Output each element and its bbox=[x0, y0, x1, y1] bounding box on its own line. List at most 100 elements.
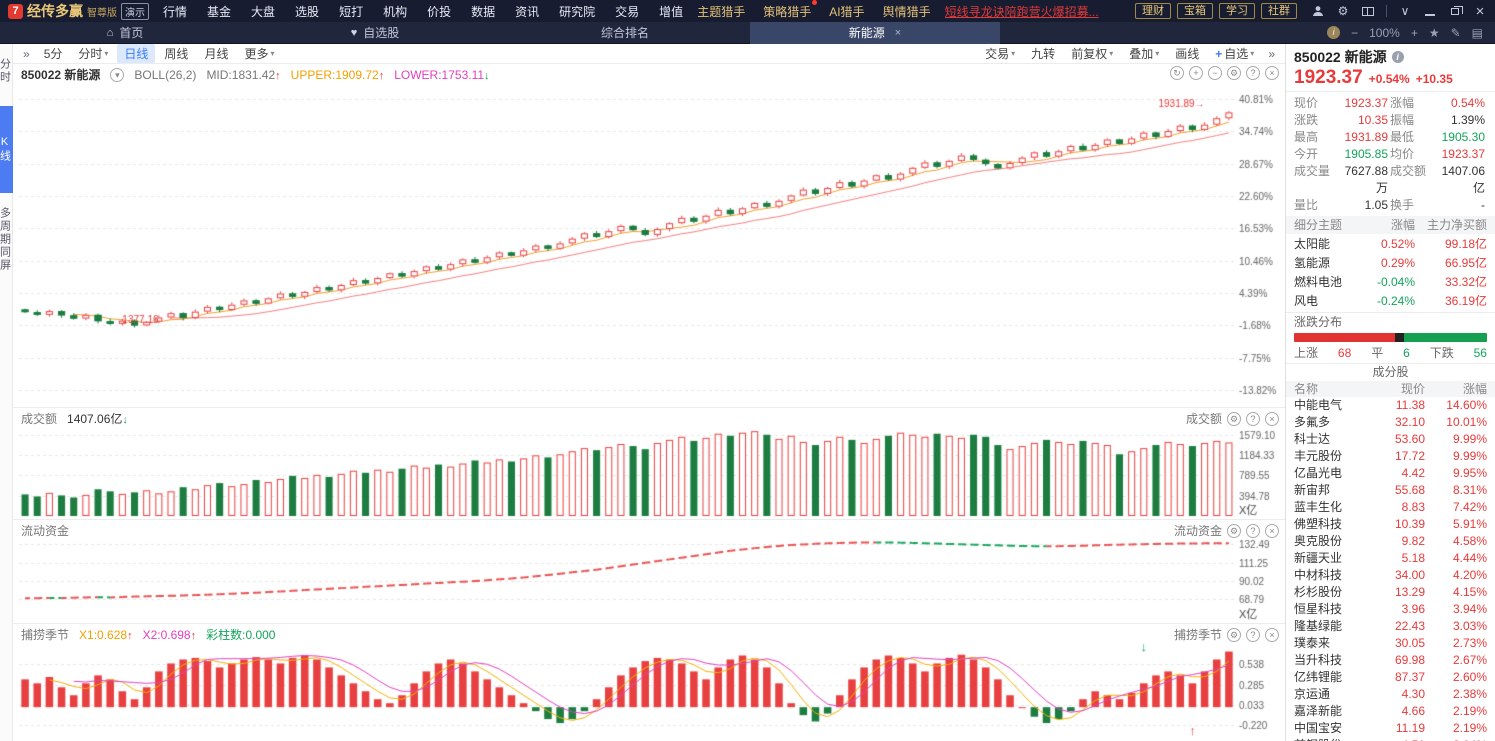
minimize-button[interactable] bbox=[1423, 4, 1437, 18]
toolbar-button[interactable]: 交易 ▾ bbox=[978, 44, 1022, 63]
zoom-in-button[interactable]: + bbox=[1410, 25, 1418, 40]
table-row[interactable]: 中国宝安 11.19 2.19% bbox=[1286, 720, 1495, 737]
table-row[interactable]: 佛塑科技 10.39 5.91% bbox=[1286, 516, 1495, 533]
settings-gear-icon[interactable]: ⚙ bbox=[1337, 4, 1349, 18]
pencil-icon[interactable]: ✎ bbox=[1450, 25, 1461, 40]
tab-item[interactable]: ♥ 自选股 bbox=[250, 22, 500, 44]
toolbar-button[interactable]: 周线 bbox=[157, 44, 195, 63]
quick-button[interactable]: 理财 bbox=[1135, 3, 1171, 19]
collapse-left-icon[interactable]: » bbox=[23, 46, 30, 61]
restore-button[interactable] bbox=[1448, 4, 1463, 18]
table-row[interactable]: 丰元股份 17.72 9.99% bbox=[1286, 448, 1495, 465]
toolbar-button[interactable]: 更多 ▾ bbox=[237, 44, 281, 63]
table-row[interactable]: 杉杉股份 13.29 4.15% bbox=[1286, 584, 1495, 601]
zoom-in-icon[interactable]: + bbox=[1189, 66, 1203, 80]
toolbar-button[interactable]: 分时 ▾ bbox=[71, 44, 115, 63]
toolbar-button[interactable]: 前复权 ▾ bbox=[1064, 44, 1120, 63]
table-row[interactable]: 首钢股份4.512.04% bbox=[1286, 737, 1495, 741]
toolbar-button[interactable]: 九转 bbox=[1024, 44, 1062, 63]
layout-split-icon[interactable] bbox=[1361, 4, 1375, 18]
menu-item[interactable]: 价投 bbox=[427, 4, 452, 19]
theme-row[interactable]: 燃料电池 -0.04% 33.32亿 bbox=[1286, 273, 1495, 292]
info-icon[interactable]: i bbox=[1391, 51, 1404, 63]
toolbar-button[interactable]: 5分 bbox=[37, 44, 70, 63]
help-icon[interactable]: ? bbox=[1246, 66, 1260, 80]
app-logo[interactable]: 7 经传多赢 智尊版 演示 bbox=[8, 1, 149, 21]
help-icon[interactable]: ? bbox=[1246, 411, 1260, 426]
table-row[interactable]: 恒星科技 3.96 3.94% bbox=[1286, 601, 1495, 618]
menu-item[interactable]: 研究院 bbox=[559, 4, 596, 19]
theme-row[interactable]: 太阳能 0.52% 99.18亿 bbox=[1286, 235, 1495, 254]
toolbar-button[interactable]: 月线 bbox=[197, 44, 235, 63]
fund-chart-canvas[interactable] bbox=[13, 520, 1285, 623]
kline-chart-canvas[interactable] bbox=[13, 64, 1285, 407]
menu-item-hunter[interactable]: 主题猎手 bbox=[697, 4, 746, 19]
user-icon[interactable] bbox=[1311, 4, 1325, 18]
menu-item-hunter[interactable]: 舆情猎手 bbox=[882, 4, 931, 19]
quick-button[interactable]: 社群 bbox=[1261, 3, 1297, 19]
close-icon[interactable]: × bbox=[1265, 627, 1279, 642]
table-row[interactable]: 嘉泽新能 4.66 2.19% bbox=[1286, 703, 1495, 720]
gear-icon[interactable]: ⚙ bbox=[1227, 66, 1241, 80]
close-icon[interactable]: × bbox=[1265, 66, 1279, 80]
menu-item[interactable]: 数据 bbox=[471, 4, 496, 19]
gear-icon[interactable]: ⚙ bbox=[1227, 411, 1241, 426]
menu-item[interactable]: 大盘 bbox=[251, 4, 276, 19]
table-row[interactable]: 多氟多 32.10 10.01% bbox=[1286, 414, 1495, 431]
menu-item[interactable]: 基金 bbox=[207, 4, 232, 19]
sidebar-item[interactable]: 多周期同屏 bbox=[0, 207, 11, 272]
help-icon[interactable]: ? bbox=[1246, 627, 1260, 642]
table-row[interactable]: 新疆天业 5.18 4.44% bbox=[1286, 550, 1495, 567]
indicator-label[interactable]: BOLL(26,2) bbox=[134, 67, 197, 82]
layout-icon[interactable]: ▤ bbox=[1471, 25, 1483, 40]
help-icon[interactable]: ? bbox=[1246, 523, 1260, 538]
quick-button[interactable]: 学习 bbox=[1219, 3, 1255, 19]
sidebar-item[interactable]: K线 bbox=[0, 106, 13, 193]
indicator-dropdown-icon[interactable]: ▾ bbox=[110, 67, 125, 82]
menu-item[interactable]: 交易 bbox=[615, 4, 640, 19]
chevron-down-icon[interactable]: ∨ bbox=[1400, 4, 1410, 18]
table-row[interactable]: 蓝丰生化 8.83 7.42% bbox=[1286, 499, 1495, 516]
collapse-right-icon[interactable]: » bbox=[1268, 46, 1275, 61]
menu-item[interactable]: 行情 bbox=[163, 4, 188, 19]
zoom-out-icon[interactable]: − bbox=[1208, 66, 1222, 80]
tab-active[interactable]: 新能源 × bbox=[750, 21, 1000, 44]
table-row[interactable]: 京运通 4.30 2.38% bbox=[1286, 686, 1495, 703]
toolbar-button[interactable]: 日线 bbox=[117, 44, 156, 63]
close-button[interactable]: × bbox=[1475, 2, 1485, 20]
close-icon[interactable]: × bbox=[1265, 411, 1279, 426]
sidebar-item[interactable]: 分时 bbox=[0, 58, 11, 84]
table-row[interactable]: 当升科技 69.98 2.67% bbox=[1286, 652, 1495, 669]
refresh-icon[interactable]: ↻ bbox=[1170, 66, 1184, 80]
tab-item[interactable]: 综合排名 bbox=[500, 22, 750, 44]
close-icon[interactable]: × bbox=[1265, 523, 1279, 538]
table-row[interactable]: 隆基绿能 22.43 3.03% bbox=[1286, 618, 1495, 635]
table-row[interactable]: 璞泰来 30.05 2.73% bbox=[1286, 635, 1495, 652]
table-row[interactable]: 中材科技 34.00 4.20% bbox=[1286, 567, 1495, 584]
gear-icon[interactable]: ⚙ bbox=[1227, 627, 1241, 642]
menu-item[interactable]: 机构 bbox=[383, 4, 408, 19]
menu-item-hunter[interactable]: 策略猎手 bbox=[763, 0, 818, 20]
menu-item-hunter[interactable]: AI猎手 bbox=[829, 4, 865, 19]
info-icon[interactable]: i bbox=[1327, 26, 1341, 39]
menu-item[interactable]: 选股 bbox=[295, 4, 320, 19]
zoom-out-button[interactable]: − bbox=[1351, 25, 1359, 40]
table-row[interactable]: 亿纬锂能 87.37 2.60% bbox=[1286, 669, 1495, 686]
gear-icon[interactable]: ⚙ bbox=[1227, 523, 1241, 538]
fishing-chart-canvas[interactable] bbox=[13, 624, 1285, 741]
table-row[interactable]: 科士达 53.60 9.99% bbox=[1286, 431, 1495, 448]
menu-item[interactable]: 资讯 bbox=[515, 4, 540, 19]
theme-row[interactable]: 氢能源 0.29% 66.95亿 bbox=[1286, 254, 1495, 273]
menu-item[interactable]: 增值 bbox=[659, 4, 684, 19]
table-row[interactable]: 中能电气 11.38 14.60% bbox=[1286, 397, 1495, 414]
menu-item[interactable]: 短打 bbox=[339, 4, 364, 19]
toolbar-button[interactable]: + 自选 ▾ bbox=[1208, 44, 1261, 63]
theme-row[interactable]: 风电 -0.24% 36.19亿 bbox=[1286, 292, 1495, 311]
quick-button[interactable]: 宝箱 bbox=[1177, 3, 1213, 19]
star-icon[interactable]: ★ bbox=[1428, 25, 1440, 40]
volume-chart-canvas[interactable] bbox=[13, 408, 1285, 519]
promo-link[interactable]: 短线寻龙诀陪跑营火爆招募... bbox=[944, 4, 1099, 19]
table-row[interactable]: 新宙邦 55.68 8.31% bbox=[1286, 482, 1495, 499]
toolbar-button[interactable]: 画线 bbox=[1168, 44, 1206, 63]
toolbar-button[interactable]: 叠加 ▾ bbox=[1122, 44, 1166, 63]
